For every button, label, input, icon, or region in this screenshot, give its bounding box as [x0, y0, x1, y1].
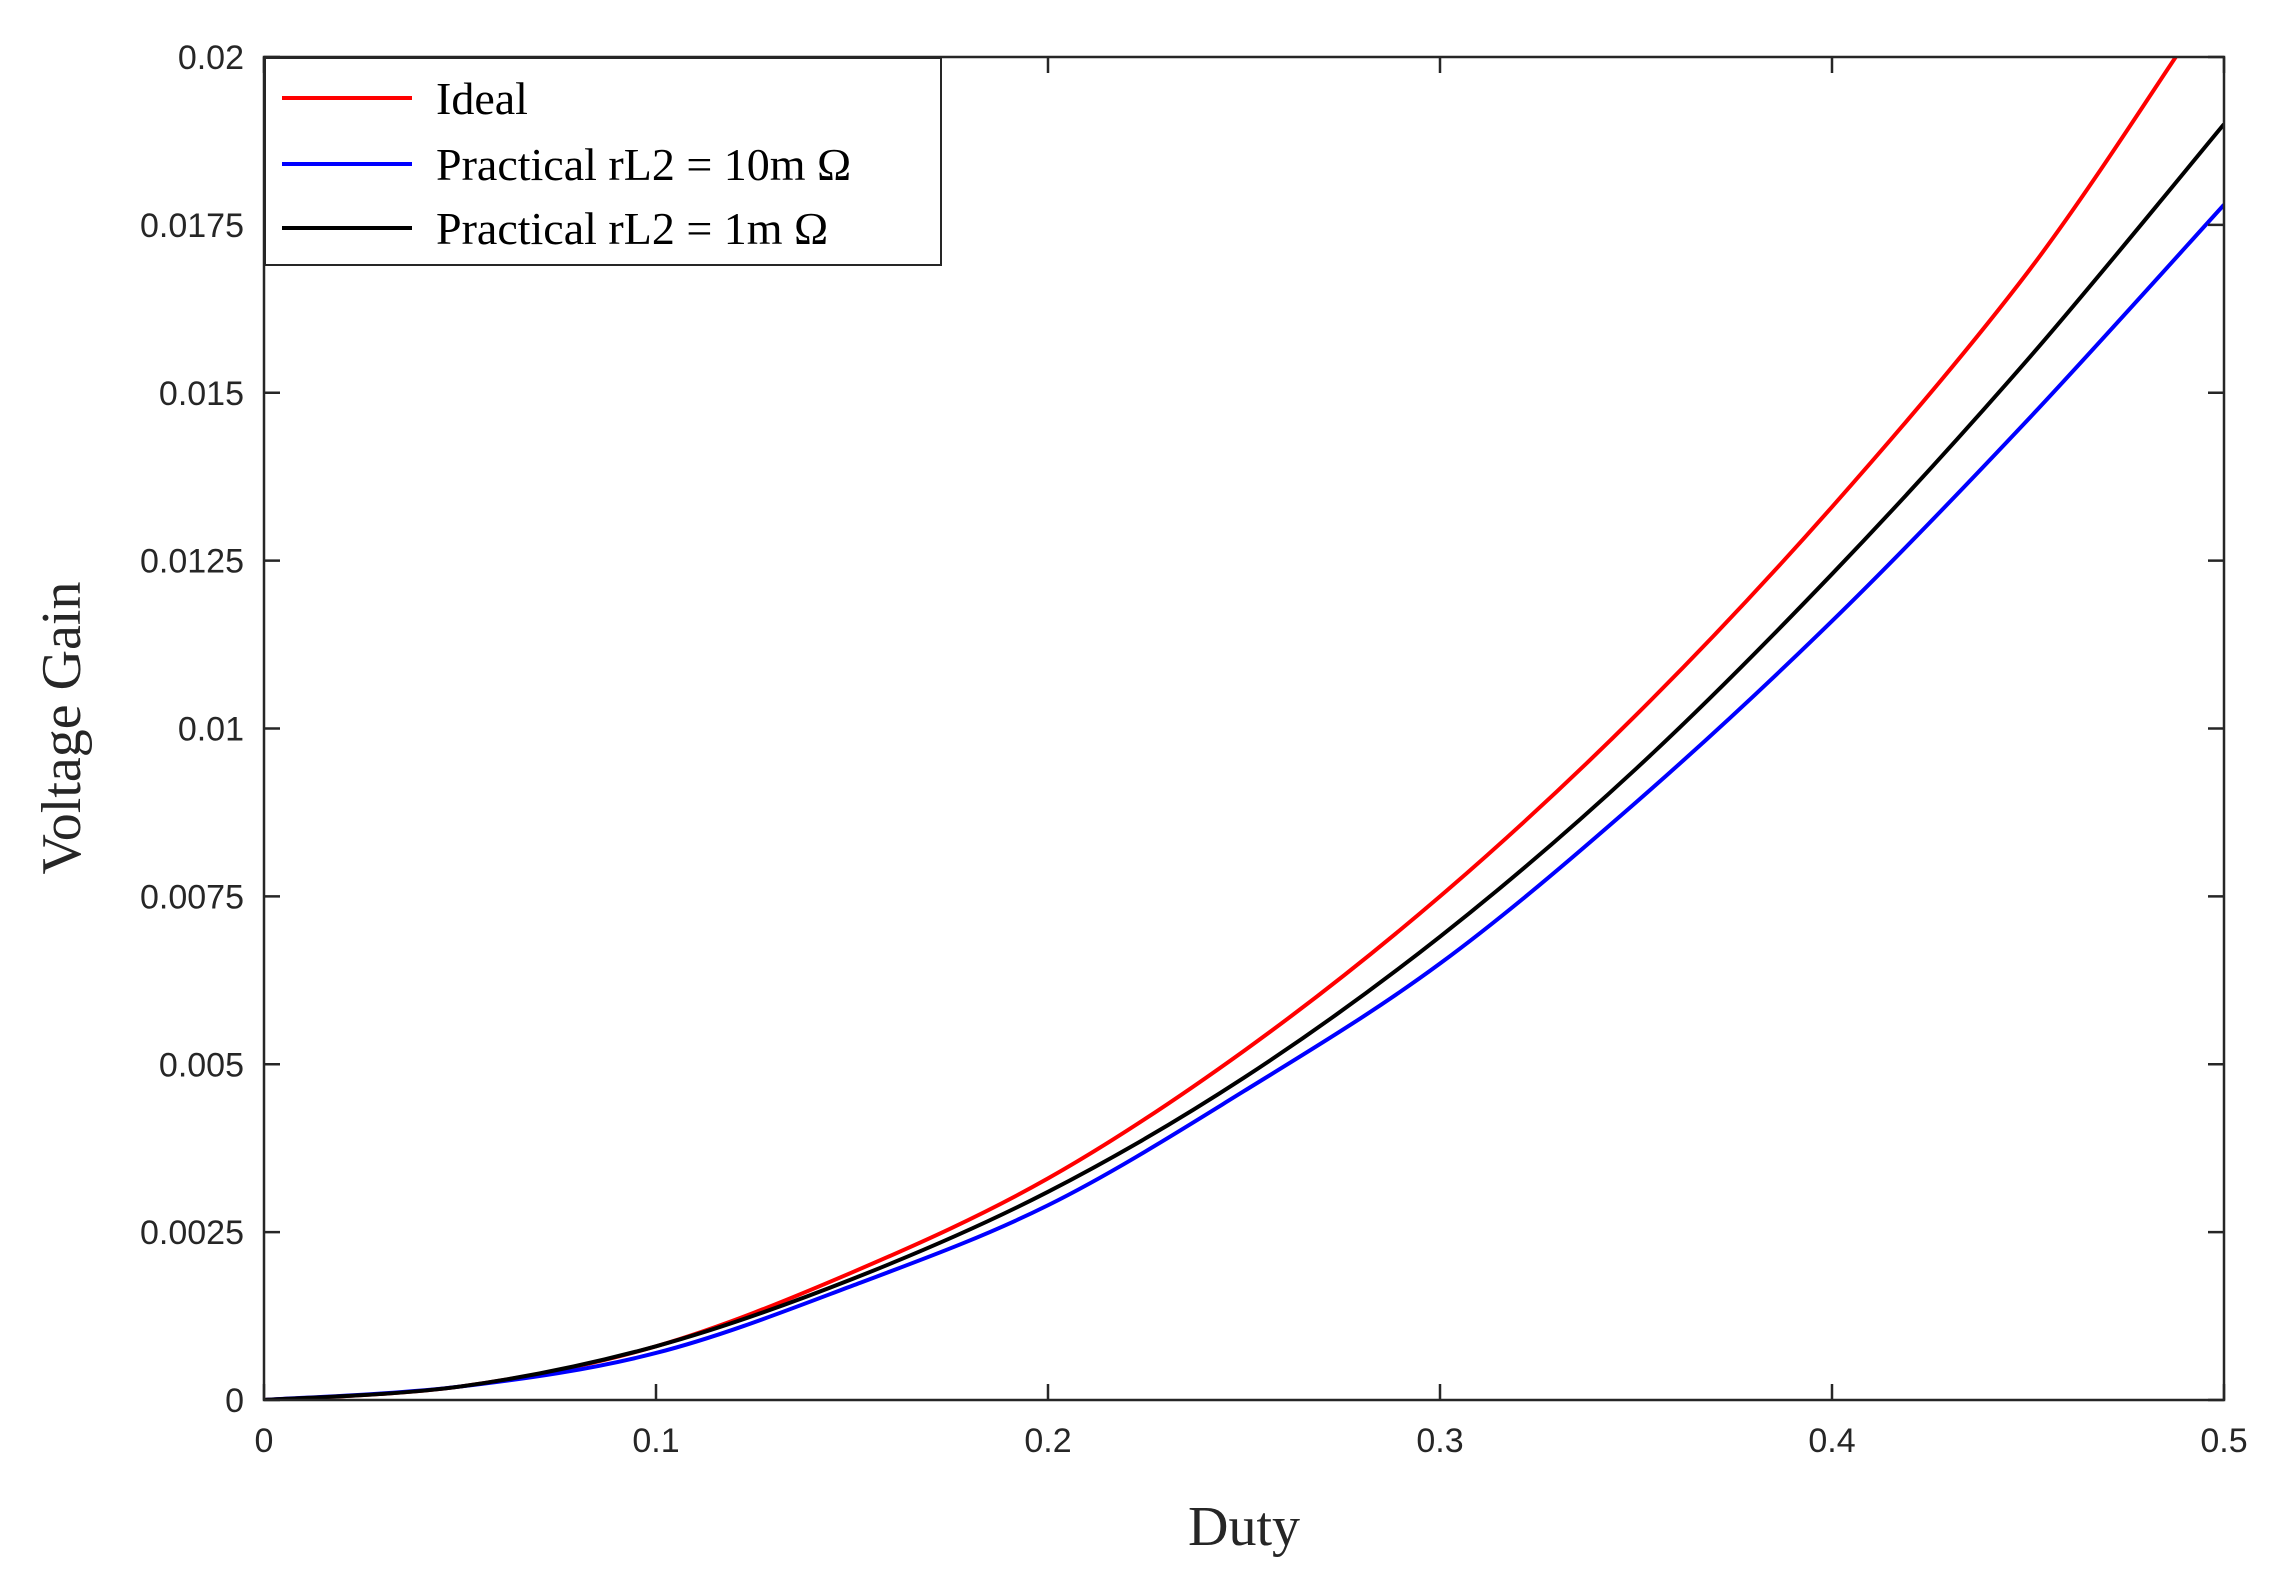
y-tick-label: 0.01 [178, 711, 244, 749]
y-tick-label: 0 [225, 1382, 244, 1420]
legend-label-practical-1m: Practical rL2 = 1m Ω [436, 203, 828, 254]
series-line-practical-10m [264, 203, 2224, 1400]
y-axis: 0 0.0025 0.005 0.0075 0.01 0.0125 0.015 0.0175 0… [140, 39, 2224, 1420]
legend-label-ideal: Ideal [436, 73, 528, 124]
y-tick-label: 0.005 [159, 1046, 244, 1084]
x-tick-label: 0.2 [1024, 1422, 1071, 1460]
legend: Ideal Practical rL2 = 10m Ω Practical rL… [264, 57, 942, 266]
x-tick-label: 0 [255, 1422, 274, 1460]
legend-label-practical-10m: Practical rL2 = 10m Ω [436, 139, 851, 190]
y-tick-label: 0.02 [178, 39, 244, 77]
y-axis-title: Voltage Gain [31, 582, 93, 875]
x-tick-label: 0.4 [1808, 1422, 1855, 1460]
y-tick-label: 0.0075 [140, 878, 244, 916]
plot-area [264, 57, 2224, 1400]
y-tick-label: 0.0025 [140, 1214, 244, 1252]
series-line-practical-1m [264, 122, 2224, 1400]
y-tick-label: 0.0125 [140, 543, 244, 581]
legend-box [264, 57, 942, 266]
series-layer [264, 57, 2224, 1400]
x-tick-label: 0.3 [1416, 1422, 1463, 1460]
x-tick-label: 0.5 [2200, 1422, 2247, 1460]
y-tick-label: 0.015 [159, 375, 244, 413]
x-tick-label: 0.1 [632, 1422, 679, 1460]
x-axis-title: Duty [1188, 1496, 1300, 1558]
y-tick-label: 0.0175 [140, 207, 244, 245]
